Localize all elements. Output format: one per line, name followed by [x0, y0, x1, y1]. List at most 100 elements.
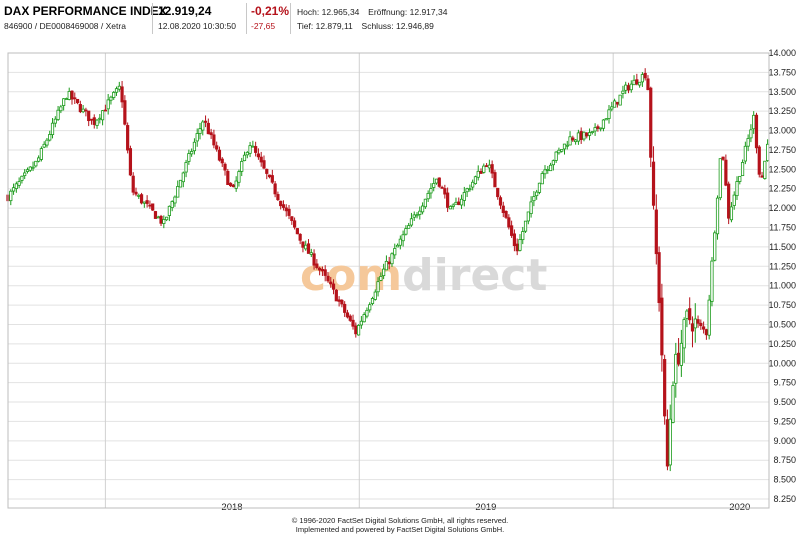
candle-body — [231, 184, 235, 188]
change-percent: -0,21% — [251, 4, 290, 18]
candle-body — [11, 187, 16, 192]
candle-body — [440, 186, 444, 189]
candle-body — [401, 234, 405, 242]
candle-body — [292, 220, 297, 228]
candle-body — [312, 253, 316, 266]
candle-body — [571, 137, 575, 141]
candle-body — [685, 310, 689, 319]
candle-body — [512, 233, 517, 247]
candle-body — [498, 197, 503, 206]
candle-body — [354, 325, 358, 335]
close-value: 12.946,89 — [396, 21, 434, 31]
candle-body — [279, 200, 283, 207]
candle-body — [198, 128, 202, 134]
candle-body — [604, 118, 608, 121]
candle-body — [295, 228, 299, 235]
close-label: Schluss: — [361, 21, 394, 31]
y-tick-label: 14.000 — [768, 48, 796, 58]
y-tick-label: 13.750 — [768, 67, 796, 77]
candle-body — [39, 148, 43, 160]
candle-body — [153, 211, 158, 219]
y-axis: 14.000 13.750 13.500 13.250 13.000 12.750 12.5… — [768, 48, 796, 504]
candle-body — [270, 175, 274, 183]
candle-body — [92, 117, 96, 125]
candle-body — [228, 182, 233, 187]
candle-body — [434, 178, 439, 184]
candle-body — [103, 109, 107, 112]
candle-body — [565, 144, 569, 147]
candle-body — [106, 99, 110, 110]
candle-body — [696, 319, 700, 324]
candle-body — [95, 119, 99, 126]
candle-body — [515, 243, 519, 252]
candle-body — [457, 201, 461, 206]
candle-body — [409, 218, 414, 226]
candle-body — [702, 326, 706, 330]
candle-body — [84, 109, 88, 112]
candle-body — [315, 263, 319, 268]
candle-body — [37, 157, 41, 162]
candle-body — [548, 164, 553, 172]
candle-body — [254, 146, 258, 153]
candle-body — [420, 205, 425, 213]
candle-body — [629, 83, 633, 91]
candle-body — [373, 291, 377, 300]
candle-body — [23, 172, 27, 177]
candle-body — [740, 162, 745, 177]
candle-body — [220, 158, 224, 164]
candle-body — [262, 160, 266, 169]
candle-body — [468, 188, 472, 191]
candle-body — [423, 198, 427, 208]
candle-body — [329, 281, 333, 285]
candle-body — [471, 181, 475, 188]
candle-body — [459, 198, 464, 206]
candle-body — [81, 108, 85, 113]
candle-body — [507, 217, 511, 228]
candle-body — [535, 191, 539, 197]
candle-body — [209, 132, 213, 136]
candle-body — [671, 385, 675, 423]
candle-body — [298, 233, 302, 241]
candle-body — [64, 98, 69, 100]
candle-body — [276, 194, 280, 201]
candle-body — [493, 172, 497, 188]
candle-body — [31, 166, 35, 169]
candle-body — [142, 201, 146, 204]
open-value: 12.917,34 — [409, 7, 448, 17]
header-divider — [152, 3, 153, 34]
low-value: 12.879,11 — [315, 21, 353, 31]
candle-body — [345, 312, 350, 318]
candle-body — [156, 216, 160, 219]
candle-body — [465, 188, 469, 193]
candle-body — [490, 164, 494, 174]
candle-body — [242, 154, 247, 162]
candle-body — [151, 203, 155, 211]
candle-body — [679, 342, 683, 366]
candle-body — [473, 176, 478, 185]
candle-body — [646, 78, 650, 91]
candle-body — [248, 145, 252, 154]
candle-body — [676, 352, 681, 365]
candle-body — [370, 298, 375, 304]
candle-body — [554, 151, 558, 161]
candle-body — [621, 90, 625, 94]
candle-body — [173, 196, 177, 204]
candle-body — [237, 171, 241, 183]
candle-body — [320, 269, 325, 272]
candle-body — [432, 183, 436, 188]
candle-body — [45, 139, 49, 146]
y-tick-label: 13.000 — [768, 126, 796, 136]
y-tick-label: 12.750 — [768, 145, 796, 155]
candle-body — [393, 248, 397, 256]
candle-body — [176, 186, 180, 198]
candle-body — [529, 201, 533, 215]
candle-body — [139, 194, 144, 204]
candle-body — [137, 195, 141, 197]
candle-body — [749, 129, 753, 139]
candle-body — [251, 145, 255, 148]
candle-body — [462, 192, 466, 201]
candle-body — [89, 118, 94, 121]
high-value: 12.965,34 — [321, 7, 360, 17]
candle-body — [368, 304, 372, 311]
candle-body — [518, 239, 522, 251]
